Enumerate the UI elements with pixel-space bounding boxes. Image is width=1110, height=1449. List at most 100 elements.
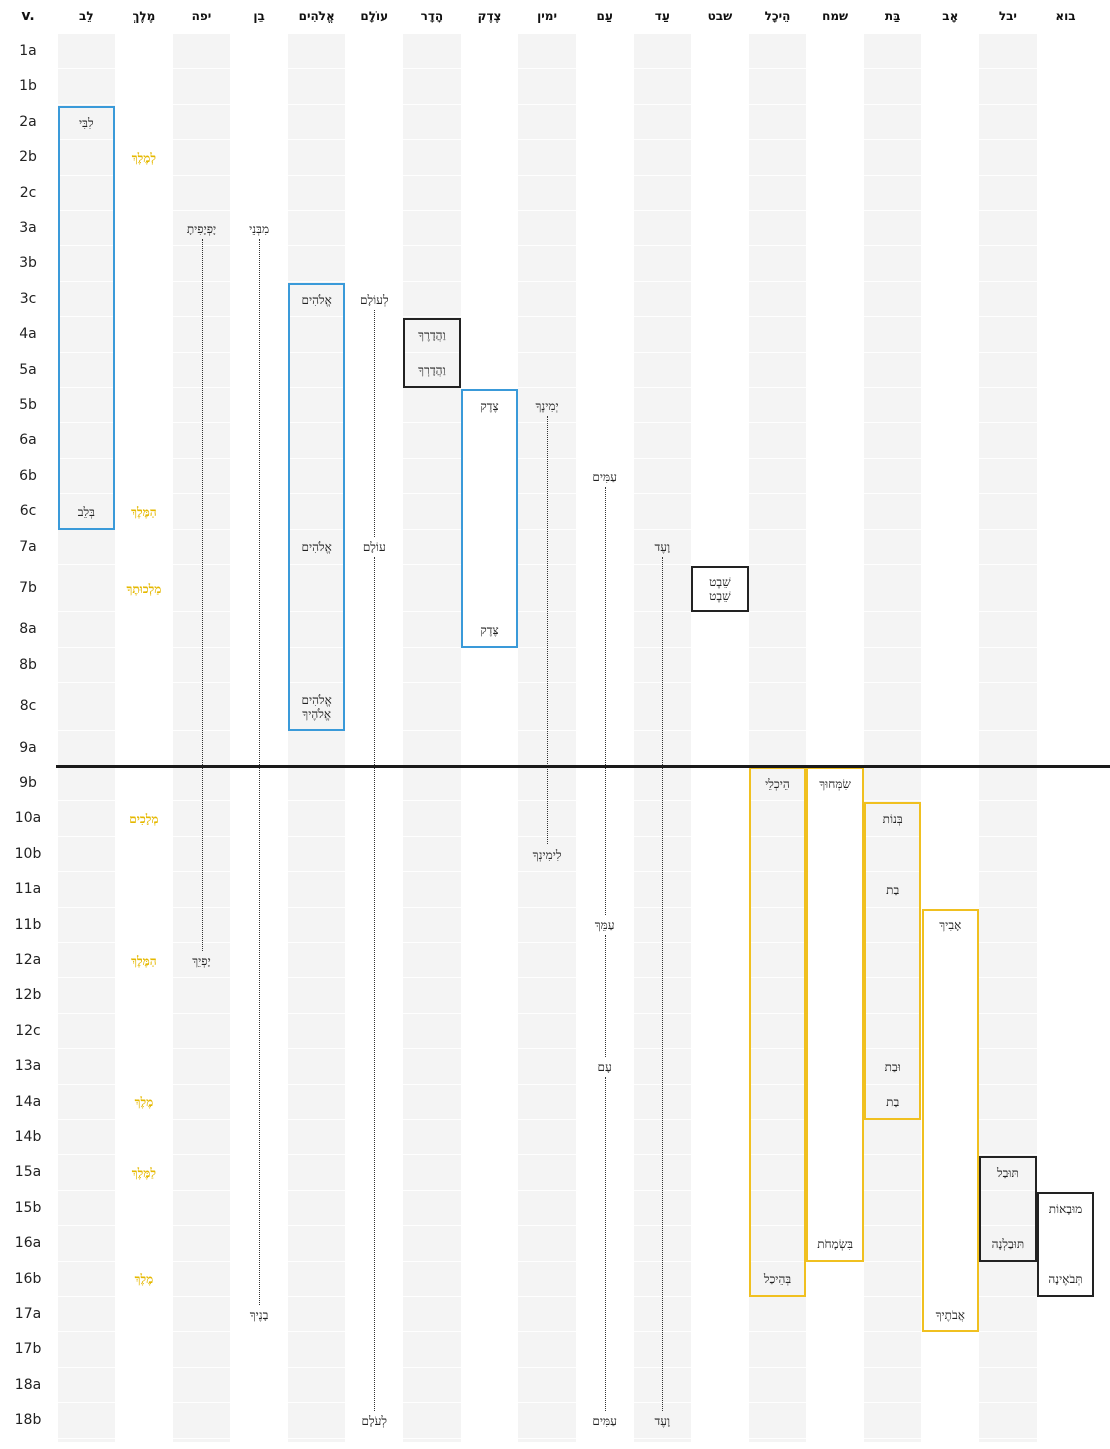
highlight-box-black [1036,1191,1095,1297]
verse-label: 15a [14,1164,42,1181]
verse-label: 8c [19,698,37,715]
hebrew-word: עַמִּים [592,469,617,484]
hebrew-word: תְּבֹאֶינָה [1048,1272,1083,1287]
verse-label: 12b [14,987,42,1004]
column-band [748,34,807,1442]
hebrew-word: תּוּבַלְנָה [991,1236,1025,1251]
row-separator [57,174,1110,176]
row-separator [57,1437,1110,1439]
verse-label: 10b [14,845,42,862]
row-separator [57,493,1110,495]
hebrew-word: יָפְיֵךְ [192,953,211,968]
verse-label: 9a [19,739,37,756]
verse-label: 16a [14,1235,42,1252]
column-header: מֶלֶךְ [132,9,156,23]
dotted-connector [604,486,606,916]
verse-label: 1b [19,78,37,95]
row-separator [57,1154,1110,1156]
hebrew-word: וּבַת [884,1059,901,1074]
highlight-box-black [691,566,749,613]
king-word: מֶלֶךְ [134,1272,154,1287]
dotted-connector [604,1076,606,1411]
verse-label: 17a [14,1306,42,1322]
row-separator [57,1119,1110,1120]
highlight-box-gold [806,767,864,1262]
row-separator [57,835,1110,837]
row-separator [57,280,1110,282]
column-header: בֵן [253,9,265,23]
verse-label: 11a [14,881,42,898]
hebrew-word: אֱלֹהִים [301,540,332,555]
highlight-box-black [403,318,461,388]
verse-label: 9b [19,775,37,791]
verse-label: 12c [15,1022,41,1039]
dotted-connector [374,309,376,538]
column-header: אֱלֹהִים [298,9,335,23]
hebrew-word: מוּבָאוֹת [1048,1201,1083,1216]
column-band [172,34,231,1442]
king-word: מְלָכִים [129,812,159,827]
hebrew-word: בְּנוֹת [882,812,903,827]
column-band [403,34,461,1442]
row-separator [57,1012,1110,1014]
verse-label: 13a [14,1058,42,1075]
verse-label: 7a [19,538,37,555]
column-header: הֵיכָל [764,9,791,23]
row-separator [57,611,1110,613]
verse-label: 2b [19,149,37,166]
hebrew-word: בְּהֵיכַל [763,1272,792,1287]
highlight-box-blue [460,389,519,648]
column-header: שבט [707,9,733,23]
hebrew-word: הֵיכְלֵי [765,776,790,791]
column-header: יפה [191,9,212,23]
row-separator [57,210,1110,211]
column-header: הָדָר [420,9,444,23]
row-separator [57,1260,1110,1262]
king-word: הַמֶּלֶךְ [131,504,157,519]
hebrew-word: בְּלֵב [77,504,95,519]
highlight-box-blue [287,282,346,731]
verse-label: 14b [14,1129,42,1145]
verse-label: 18b [14,1412,42,1429]
row-separator [57,1296,1110,1297]
verse-label: 3a [19,220,37,236]
column-band [115,34,173,1442]
column-header: עוֹלָם [360,9,389,23]
king-word: לַמֶּלֶךְ [131,1166,156,1181]
hebrew-word: בַת [886,1095,900,1110]
hebrew-word: אֲבֹתֶיךָ [935,1307,965,1322]
column-band [460,34,519,1442]
verse-label: 6a [19,432,37,449]
verse-label: 4a [19,326,37,343]
column-band [863,34,922,1442]
verse-label: 6b [19,467,37,484]
dotted-connector [201,238,203,951]
hebrew-word: יָפְיָפִיתָ [186,221,217,236]
verse-label: 1a [19,43,37,59]
hebrew-word: אָבִיךְ [939,918,962,933]
hebrew-word: עַמֵּךְ [594,918,615,933]
dotted-connector [662,557,664,1411]
row-separator [57,1189,1110,1191]
column-header: ימין [537,9,558,23]
row-separator [57,1402,1110,1404]
column-band [287,34,346,1442]
verse-label: 14a [14,1093,42,1110]
hebrew-word: אֱלֹהִים [301,292,332,307]
row-separator [57,68,1110,70]
hebrew-word: בִּשְׂמָחֹת [817,1236,853,1251]
highlight-box-blue [57,105,116,530]
dotted-connector [547,415,549,845]
hebrew-word: מִבְּנֵי [249,221,270,236]
row-separator [57,528,1110,530]
row-separator [57,351,1110,353]
hebrew-word: שִׂמְּחוּךָ [819,776,851,791]
column-header: יבל [998,9,1017,23]
row-separator [57,1331,1110,1333]
column-header: בוא [1055,9,1076,23]
verse-column-header: v. [21,8,35,24]
column-header: לֵב [79,9,94,23]
row-separator [57,646,1110,648]
hebrew-word: אֱלֹהִים אֱלֹהֶיךָ [301,692,332,721]
row-separator [57,387,1110,388]
